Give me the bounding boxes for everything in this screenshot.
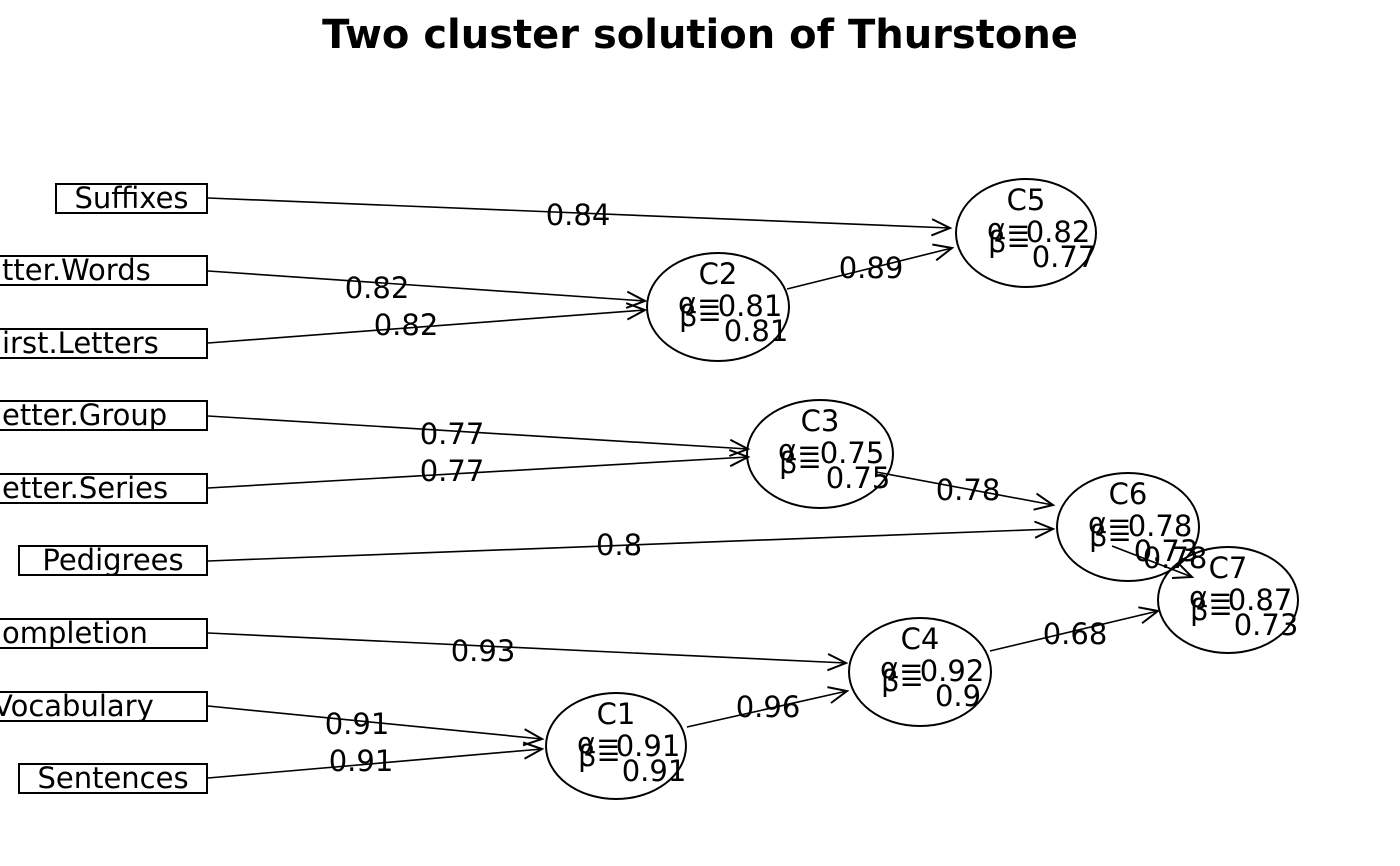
variable-label: Pedigrees (42, 542, 184, 577)
beta-symbol: β= (881, 664, 924, 698)
alpha-symbol: α= (1088, 506, 1132, 540)
cluster-ellipse: C2 α= β= 0.81 0.81 (646, 252, 790, 362)
alpha-symbol: α= (880, 651, 924, 685)
alpha-symbol: α= (577, 726, 621, 760)
variable-label: Vocabulary (0, 688, 154, 723)
beta-value: 0.75 (825, 461, 891, 495)
cluster-name: C4 (900, 622, 940, 656)
variable-box: ompletion (0, 618, 208, 649)
alpha-value: 0.87 (1227, 583, 1293, 617)
variable-box: Pedigrees (18, 545, 208, 576)
variable-label: Sentences (37, 760, 189, 795)
alpha-value: 0.92 (919, 654, 985, 688)
cluster-name: C2 (698, 257, 738, 291)
alpha-symbol: α= (678, 286, 722, 320)
cluster-ellipse: C5 α= β= 0.82 0.77 (955, 178, 1097, 288)
variable-box: Vocabulary (0, 691, 208, 722)
variable-box: etter.Series (0, 473, 208, 504)
alpha-symbol: α= (1189, 580, 1233, 614)
variable-box: irst.Letters (0, 328, 208, 359)
diagram-title: Two cluster solution of Thurstone (322, 12, 1078, 58)
cluster-ellipse: C4 α= β= 0.92 0.9 (848, 617, 992, 727)
cluster-name: C1 (596, 697, 636, 731)
variable-label: irst.Letters (2, 325, 159, 360)
alpha-value: 0.78 (1127, 509, 1193, 543)
alpha-value: 0.81 (717, 289, 783, 323)
variable-box: Sentences (18, 763, 208, 794)
beta-symbol: β= (679, 299, 722, 333)
variable-label: etter.Series (2, 470, 169, 505)
beta-symbol: β= (578, 739, 621, 773)
cluster-name: C5 (1006, 183, 1046, 217)
cluster-ellipse: C7 α= β= 0.87 0.73 (1157, 546, 1299, 654)
beta-symbol: β= (779, 446, 822, 480)
cluster-name: C6 (1108, 477, 1148, 511)
variable-box: tter.Words (0, 255, 208, 286)
beta-value: 0.91 (621, 754, 687, 788)
variable-box: etter.Group (0, 400, 208, 431)
cluster-ellipse: C3 α= β= 0.75 0.75 (746, 399, 894, 509)
variable-label: Suffixes (74, 180, 189, 215)
cluster-ellipse: C1 α= β= 0.91 0.91 (545, 692, 687, 800)
alpha-symbol: α= (778, 433, 822, 467)
alpha-value: 0.75 (819, 436, 885, 470)
cluster-name: C7 (1208, 551, 1248, 585)
alpha-value: 0.91 (615, 729, 681, 763)
alpha-value: 0.82 (1025, 215, 1091, 249)
beta-value: 0.9 (934, 679, 982, 713)
beta-value: 0.73 (1233, 608, 1299, 642)
variable-label: tter.Words (2, 252, 151, 287)
cluster-name: C3 (800, 404, 840, 438)
variable-label: ompletion (2, 615, 148, 650)
beta-symbol: β= (1190, 593, 1233, 627)
beta-symbol: β= (988, 225, 1031, 259)
beta-value: 0.81 (723, 314, 789, 348)
variable-label: etter.Group (2, 397, 168, 432)
beta-value: 0.77 (1031, 240, 1097, 274)
variable-box: Suffixes (55, 183, 208, 214)
alpha-symbol: α= (987, 212, 1031, 246)
